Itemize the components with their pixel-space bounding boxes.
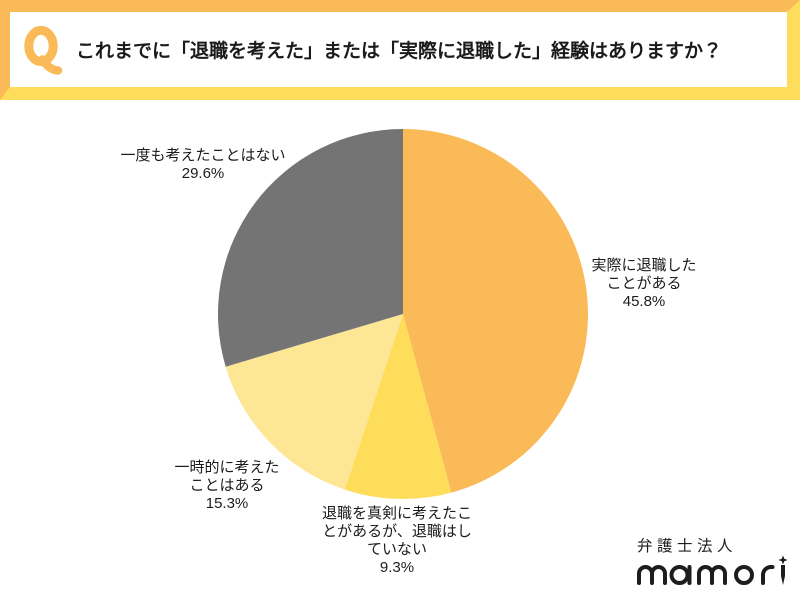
slice-label-text: 実際に退職した ことがある (591, 257, 697, 292)
banner-frame (0, 0, 800, 100)
slice-label-text: 一度も考えたことはない (120, 147, 286, 164)
pie-chart (217, 129, 589, 500)
slice-percent: 15.3% (205, 495, 249, 512)
logo: 弁護士法人 (637, 538, 789, 585)
slice-label-text: 退職を真剣に考えたこ とがあるが、退職はし ていない (321, 505, 473, 558)
pie-slice-3 (217, 129, 403, 367)
slice-label-text: 一時的に考えた ことはある (174, 459, 280, 494)
logo-brand-mamori (637, 555, 787, 585)
slice-label-seriously-considered: 退職を真剣に考えたこ とがあるが、退職はし ていない 9.3% (322, 505, 472, 577)
question-banner: これまでに「退職を考えた」または「実際に退職した」経験はありますか？ (0, 0, 800, 100)
slice-label-never-considered: 一度も考えたことはない 29.6% (120, 147, 285, 183)
pie-slice-0 (403, 129, 589, 493)
q-icon (24, 25, 63, 75)
question-title: これまでに「退職を考えた」または「実際に退職した」経験はありますか？ (76, 41, 723, 62)
logo-company-type: 弁護士法人 (637, 538, 738, 555)
slice-label-temporarily-considered: 一時的に考えた ことはある 15.3% (174, 459, 279, 513)
slice-percent: 9.3% (379, 559, 415, 576)
slice-percent: 45.8% (622, 293, 666, 310)
slice-label-quit: 実際に退職した ことがある 45.8% (591, 257, 696, 311)
pie-slice-1 (344, 314, 452, 500)
slice-percent: 29.6% (181, 165, 225, 182)
pie-slice-2 (225, 314, 403, 490)
